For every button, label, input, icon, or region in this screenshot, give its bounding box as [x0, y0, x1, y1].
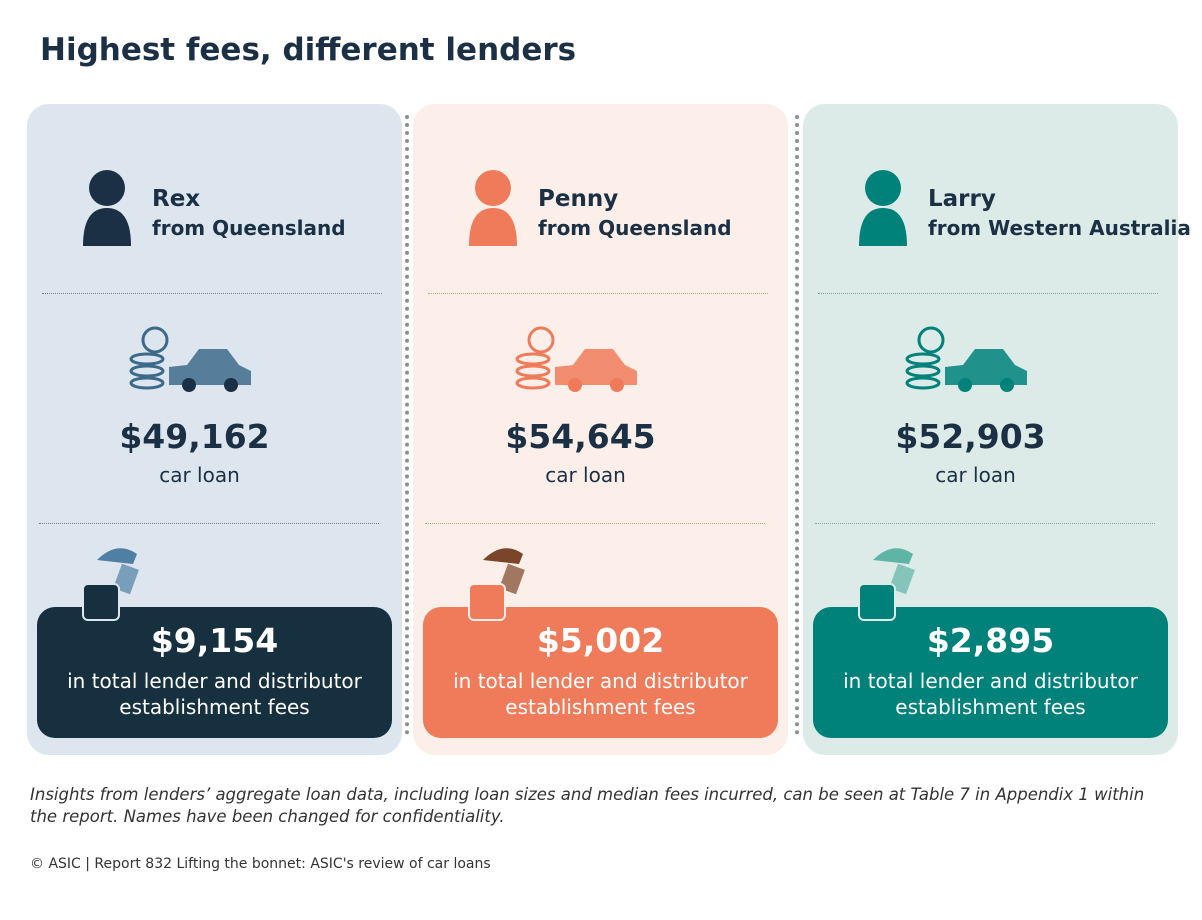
fee-amount: $9,154	[150, 621, 279, 660]
divider	[425, 523, 765, 524]
loan-amount: $52,903	[895, 417, 1046, 456]
fee-label: in total lender and distributor	[67, 669, 362, 693]
divider	[42, 293, 382, 294]
fee-box	[37, 607, 392, 738]
wallet-svg	[468, 548, 525, 621]
person-location: from Western Australia	[928, 216, 1191, 240]
divider	[39, 523, 379, 524]
person-name: Penny	[538, 186, 619, 212]
person-name: Larry	[928, 186, 996, 212]
car-icon	[513, 325, 643, 395]
person-name: Rex	[152, 186, 201, 212]
separator	[795, 115, 799, 735]
fee-amount: $5,002	[536, 621, 665, 660]
person-svg	[83, 170, 131, 246]
person-location: from Queensland	[152, 216, 346, 240]
fee-label: in total lender and distributor	[843, 669, 1138, 693]
divider	[815, 523, 1155, 524]
divider	[818, 293, 1158, 294]
wallet-svg	[82, 548, 139, 621]
person-svg	[469, 170, 517, 246]
wallet-icon	[853, 540, 943, 630]
car-svg	[515, 326, 637, 392]
car-svg	[129, 326, 251, 392]
loan-amount: $54,645	[505, 417, 656, 456]
divider	[428, 293, 768, 294]
fee-label: establishment fees	[505, 695, 696, 719]
loan-label: car loan	[545, 463, 626, 487]
car-svg	[905, 326, 1027, 392]
fee-box	[813, 607, 1168, 738]
loan-amount: $49,162	[119, 417, 270, 456]
fee-amount: $2,895	[926, 621, 1055, 660]
copyright: © ASIC | Report 832 Lifting the bonnet: …	[30, 856, 491, 872]
footnote: Insights from lenders’ aggregate loan da…	[30, 785, 1145, 826]
title: Highest fees, different lenders	[40, 32, 577, 68]
person-location: from Queensland	[538, 216, 732, 240]
wallet-icon	[77, 540, 167, 630]
person-icon	[79, 160, 135, 250]
fee-label: establishment fees	[895, 695, 1086, 719]
fee-box	[423, 607, 778, 738]
person-svg	[859, 170, 907, 246]
wallet-svg	[858, 548, 915, 621]
person-icon	[465, 160, 521, 250]
fee-label: establishment fees	[119, 695, 310, 719]
loan-label: car loan	[159, 463, 240, 487]
person-icon	[855, 160, 911, 250]
car-icon	[903, 325, 1033, 395]
separator	[405, 115, 409, 735]
fee-label: in total lender and distributor	[453, 669, 748, 693]
loan-label: car loan	[935, 463, 1016, 487]
wallet-icon	[463, 540, 553, 630]
car-icon	[127, 325, 257, 395]
